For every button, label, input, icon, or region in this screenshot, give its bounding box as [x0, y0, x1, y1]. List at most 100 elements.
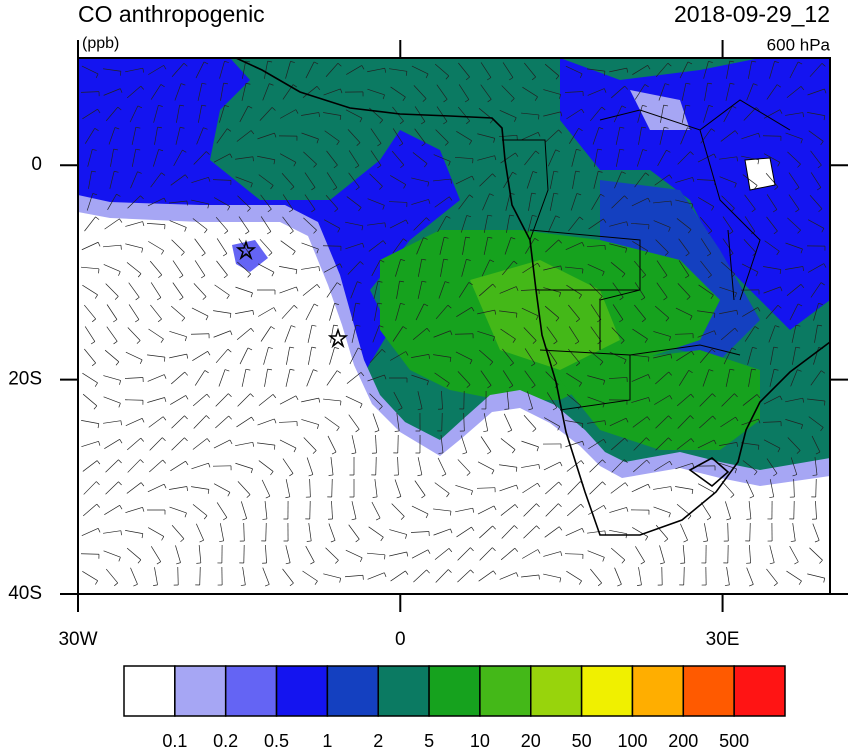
wind-barb — [646, 459, 650, 464]
wind-barb — [443, 258, 449, 261]
wind-barb — [515, 286, 519, 291]
wind-barb — [259, 107, 273, 121]
wind-barb — [800, 284, 805, 289]
wind-barb — [347, 261, 361, 275]
wind-barb — [499, 572, 517, 580]
wind-barb — [411, 199, 429, 205]
wind-barb — [706, 253, 712, 257]
wind-barb — [246, 494, 251, 498]
wind-barb — [374, 430, 380, 433]
wind-barb — [134, 319, 140, 323]
wind-barb — [359, 403, 363, 409]
wind-barb — [641, 318, 646, 323]
wind-barb — [417, 281, 423, 299]
wind-barb — [371, 259, 381, 277]
wind-barb — [348, 172, 360, 188]
wind-barb — [285, 61, 291, 79]
wind-barb — [316, 138, 319, 144]
wind-barb — [162, 459, 166, 464]
wind-barb — [626, 507, 629, 512]
wind-barb — [615, 127, 621, 145]
wind-barb — [339, 578, 342, 583]
wind-barb — [137, 105, 143, 109]
wind-barb — [257, 132, 275, 140]
wind-barb — [655, 415, 669, 429]
wind-barb — [411, 354, 429, 358]
wind-barb — [727, 522, 729, 542]
wind-barb — [130, 567, 138, 585]
wind-barb — [618, 319, 624, 323]
wind-barb — [206, 438, 211, 443]
wind-barb — [598, 296, 603, 300]
wind-barb — [316, 86, 321, 91]
wind-barb — [809, 547, 823, 561]
wind-barb — [180, 83, 186, 86]
wind-barb — [332, 187, 338, 191]
wind-barb — [524, 348, 536, 364]
wind-barb — [483, 237, 489, 255]
wind-barb — [396, 496, 402, 499]
wind-barb — [450, 330, 453, 336]
wind-barb — [216, 502, 228, 518]
wind-barb — [251, 416, 255, 422]
wind-barb — [815, 451, 821, 455]
wind-barb — [676, 438, 692, 450]
wind-barb — [455, 175, 473, 185]
wind-barb — [647, 484, 651, 489]
wind-barb — [180, 538, 185, 543]
wind-barb — [798, 580, 802, 585]
wind-barb — [444, 281, 450, 284]
wind-barb — [345, 574, 363, 578]
wind-barb — [235, 156, 253, 160]
wind-barb — [677, 415, 691, 429]
wind-barb — [779, 109, 783, 114]
wind-barb — [471, 307, 475, 312]
wind-barb — [220, 83, 224, 101]
wind-barb — [171, 239, 185, 253]
wind-barb — [129, 105, 139, 123]
wind-barb — [502, 348, 514, 364]
wind-barb — [314, 580, 318, 585]
wind-barb — [537, 482, 541, 488]
wind-barb — [302, 86, 318, 98]
wind-barb — [150, 282, 162, 298]
wind-barb — [555, 317, 560, 322]
wind-barb — [802, 266, 804, 271]
wind-barb — [546, 326, 558, 342]
wind-barb — [335, 560, 339, 564]
wind-barb — [411, 549, 429, 559]
wind-barb — [524, 370, 536, 386]
wind-barb — [522, 549, 538, 559]
wind-barb — [273, 159, 276, 165]
wind-barb — [724, 584, 730, 586]
wind-barb — [270, 326, 275, 330]
wind-barb — [158, 104, 163, 107]
wind-barb — [215, 415, 229, 429]
wind-barb — [147, 397, 165, 403]
wind-barb — [150, 84, 162, 100]
wind-barb — [171, 524, 185, 540]
wind-barb — [706, 517, 712, 521]
wind-barb — [317, 424, 319, 429]
wind-barb — [84, 348, 96, 364]
wind-barb — [720, 416, 736, 428]
wind-barb — [675, 199, 693, 205]
wind-barb — [555, 149, 560, 152]
wind-barb — [681, 83, 687, 101]
wind-barb — [802, 398, 805, 403]
wind-barb — [687, 61, 693, 65]
wind-barb — [427, 181, 430, 187]
wind-barb — [772, 209, 778, 213]
wind-barb — [763, 109, 781, 119]
wind-barb — [228, 393, 232, 397]
wind-barb — [675, 307, 693, 317]
wind-barb — [417, 391, 423, 409]
wind-barb — [692, 463, 695, 468]
wind-barb — [823, 578, 826, 583]
wind-barb — [580, 503, 585, 508]
wind-barb — [789, 545, 799, 563]
wind-barb — [458, 194, 470, 210]
wind-barb — [126, 262, 142, 274]
wind-barb — [411, 505, 429, 515]
wind-barb — [306, 457, 314, 475]
